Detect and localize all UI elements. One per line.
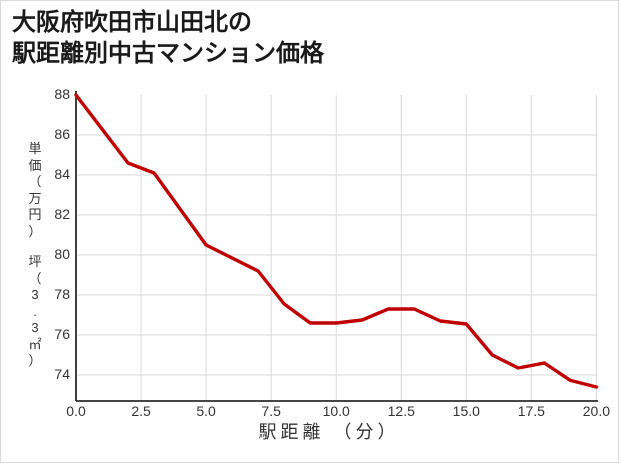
- svg-text:76: 76: [54, 326, 70, 342]
- svg-text:78: 78: [54, 286, 70, 302]
- svg-text:5.0: 5.0: [196, 403, 216, 419]
- svg-text:82: 82: [54, 206, 70, 222]
- svg-text:7.5: 7.5: [261, 403, 281, 419]
- svg-text:15.0: 15.0: [453, 403, 480, 419]
- svg-text:74: 74: [54, 366, 70, 382]
- svg-text:80: 80: [54, 246, 70, 262]
- svg-text:86: 86: [54, 126, 70, 142]
- svg-text:17.5: 17.5: [518, 403, 545, 419]
- svg-text:10.0: 10.0: [323, 403, 350, 419]
- svg-text:84: 84: [54, 166, 70, 182]
- svg-text:0.0: 0.0: [66, 403, 86, 419]
- svg-text:20.0: 20.0: [583, 403, 610, 419]
- svg-text:2.5: 2.5: [131, 403, 151, 419]
- svg-text:駅距離 （分）: 駅距離 （分）: [258, 422, 399, 442]
- svg-text:12.5: 12.5: [388, 403, 415, 419]
- svg-text:88: 88: [54, 86, 70, 102]
